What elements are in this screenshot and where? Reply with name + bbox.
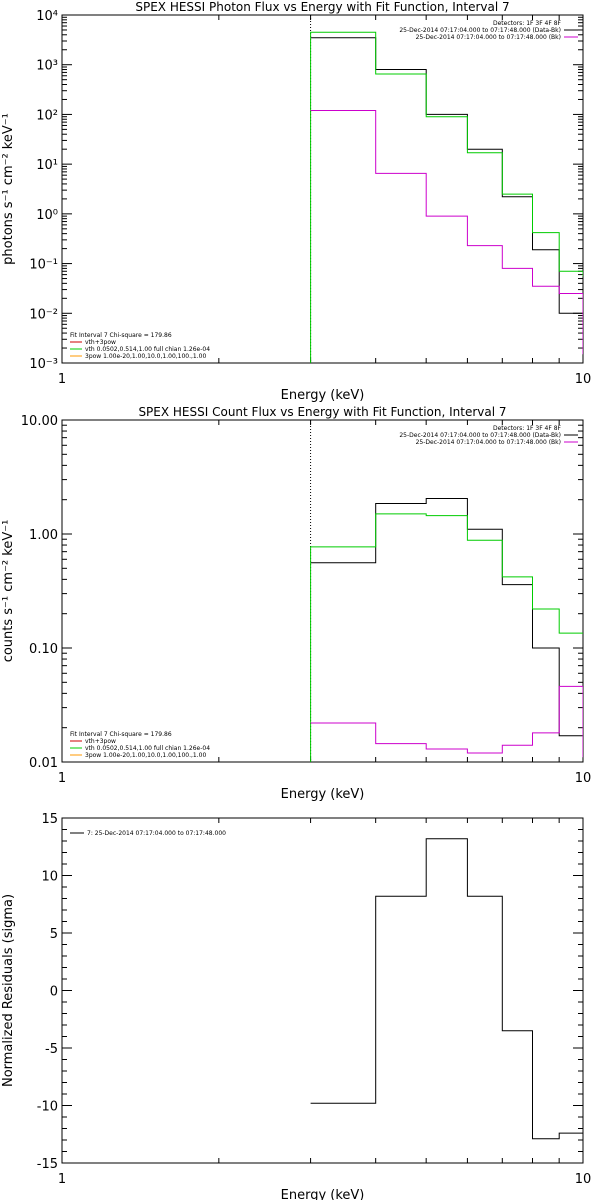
y-tick-label: 15: [41, 812, 58, 827]
y-tick-label: 10.00: [21, 414, 58, 429]
legend-bottom-left-text: vth 0.0502,0.514,1.00 full chian 1.26e-0…: [85, 745, 210, 752]
legend-top-right-text: 25-Dec-2014 07:17:04.000 to 07:17:48.000…: [416, 439, 561, 446]
series-line-2: [310, 31, 583, 363]
y-axis-label: photons s⁻¹ cm⁻² keV⁻¹: [1, 113, 16, 265]
y-tick-label: 10⁰: [36, 208, 58, 223]
legend-bottom-left-text: Fit Interval 7 Chi-square = 179.86: [70, 332, 172, 339]
x-tick-label: 1: [58, 1172, 66, 1187]
y-axis-label: counts s⁻¹ cm⁻² keV⁻¹: [1, 520, 16, 663]
y-axis-label: Normalized Residuals (sigma): [1, 894, 16, 1087]
series-line-1: [310, 498, 583, 737]
x-tick-label: 1: [58, 372, 66, 387]
legend-bottom-left-text: vth+3pow: [85, 339, 116, 346]
y-tick-label: 10³: [36, 59, 58, 74]
legend-top-right-text: 25-Dec-2014 07:17:04.000 to 07:17:48.000…: [399, 27, 561, 34]
plot-frame-2: [61, 419, 584, 763]
y-tick-label: 10⁻²: [29, 307, 58, 322]
y-tick-label: -15: [37, 1157, 58, 1172]
legend-top-right-text: 25-Dec-2014 07:17:04.000 to 07:17:48.000…: [399, 432, 561, 439]
legend-top-right-text: Detectors: 1F 3F 4F 8F: [493, 20, 562, 27]
legend-top-right-text: 25-Dec-2014 07:17:04.000 to 07:17:48.000…: [416, 34, 561, 41]
y-tick-label: 1.00: [29, 528, 58, 543]
x-axis-label: Energy (keV): [281, 388, 365, 403]
y-tick-label: 0: [50, 985, 58, 1000]
y-tick-label: -5: [45, 1042, 58, 1057]
series-line-1: [310, 838, 583, 1140]
legend-top-right-text: Detectors: 1F 3F 4F 8F: [493, 425, 562, 432]
x-axis-label: Energy (keV): [281, 787, 365, 802]
plot-frame-3: [61, 817, 584, 1164]
y-tick-label: -10: [37, 1100, 58, 1115]
x-tick-label: 1: [58, 771, 66, 786]
y-tick-label: 0.10: [29, 642, 58, 657]
y-tick-label: 10⁻³: [29, 357, 58, 372]
y-tick-label: 10¹: [36, 158, 58, 173]
series-line-2: [310, 513, 583, 762]
legend-bottom-left-text: Fit Interval 7 Chi-square = 179.86: [70, 731, 172, 738]
y-tick-label: 10⁴: [36, 9, 58, 24]
series-line-3: [310, 110, 583, 355]
y-tick-label: 10⁻¹: [29, 258, 58, 273]
x-axis-label: Energy (keV): [281, 1188, 365, 1200]
y-tick-label: 10²: [36, 108, 58, 123]
x-tick-label: 10: [575, 771, 592, 786]
series-line-1: [310, 37, 583, 314]
chart-title-1: SPEX HESSI Photon Flux vs Energy with Fi…: [135, 0, 509, 14]
y-tick-label: 0.01: [29, 756, 58, 771]
legend-bottom-left-text: vth 0.0502,0.514,1.00 full chian 1.26e-0…: [85, 346, 210, 353]
plot-frame-1: [61, 14, 584, 364]
x-tick-label: 10: [575, 1172, 592, 1187]
legend-top-left-text: 7: 25-Dec-2014 07:17:04.000 to 07:17:48.…: [87, 830, 226, 837]
legend-bottom-left-text: 3pow 1.00e-20,1.00,10.0,1.00,100.,1.00: [85, 353, 206, 360]
legend-bottom-left-text: 3pow 1.00e-20,1.00,10.0,1.00,100.,1.00: [85, 752, 206, 759]
y-tick-label: 10: [41, 870, 58, 885]
x-tick-label: 10: [575, 372, 592, 387]
series-line-3: [310, 685, 583, 758]
y-tick-label: 5: [50, 927, 58, 942]
chart-title-2: SPEX HESSI Count Flux vs Energy with Fit…: [138, 405, 506, 419]
legend-bottom-left-text: vth+3pow: [85, 738, 116, 745]
